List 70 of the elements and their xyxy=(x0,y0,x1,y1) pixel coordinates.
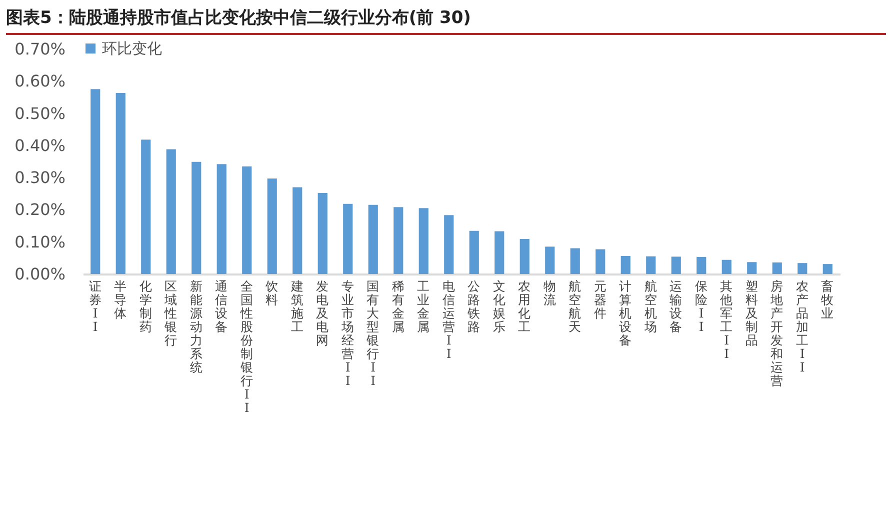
bar xyxy=(90,89,100,274)
bar xyxy=(444,215,454,274)
x-tick-label: 航空航天 xyxy=(568,278,582,334)
y-tick-label: 0.00% xyxy=(14,264,66,284)
bar xyxy=(772,262,782,274)
y-tick-label: 0.60% xyxy=(14,72,66,91)
bar xyxy=(343,204,353,274)
bar xyxy=(267,178,277,274)
x-tick-label: 农产品加工II xyxy=(796,278,809,374)
bar xyxy=(292,187,302,274)
bar xyxy=(520,238,530,274)
x-tick-label: 电信运营II xyxy=(442,278,456,361)
x-tick-label: 稀有金属 xyxy=(392,278,405,334)
bar xyxy=(116,93,126,274)
bar xyxy=(822,264,832,274)
x-tick-label: 物流 xyxy=(543,278,556,307)
x-tick-label: 专业市场经营II xyxy=(340,278,354,388)
bar xyxy=(216,164,226,274)
bar xyxy=(318,193,328,274)
y-tick-label: 0.40% xyxy=(14,136,66,155)
bar xyxy=(141,140,151,274)
x-tick-label: 其他军工II xyxy=(720,278,734,361)
bar xyxy=(798,263,808,274)
x-tick-label: 半导体 xyxy=(114,278,128,320)
bar xyxy=(394,207,404,274)
x-tick-label: 证券II xyxy=(88,278,102,334)
bar xyxy=(747,262,757,274)
x-tick-label: 运输设备 xyxy=(670,278,683,334)
x-tick-label: 国有大型银行II xyxy=(366,278,380,388)
x-tick-label: 农用化工 xyxy=(518,278,532,334)
x-tick-label: 通信设备 xyxy=(215,278,228,334)
bar xyxy=(646,256,656,274)
x-tick-label: 文化娱乐 xyxy=(492,278,506,334)
x-tick-label: 建筑施工 xyxy=(290,278,304,334)
y-tick-label: 0.70% xyxy=(14,40,66,58)
bar xyxy=(696,256,706,274)
bar xyxy=(368,204,378,274)
bar xyxy=(596,249,606,274)
bar xyxy=(469,230,479,274)
category-label: 全国性股份制银行II xyxy=(240,278,254,415)
bar xyxy=(494,231,504,274)
y-tick-label: 0.50% xyxy=(14,104,66,123)
y-tick-label: 0.30% xyxy=(14,168,66,188)
x-tick-label: 化学制药 xyxy=(139,278,152,334)
x-tick-label: 区域性银行 xyxy=(164,278,178,348)
bar xyxy=(722,260,732,274)
x-tick-label: 畜牧业 xyxy=(821,278,834,320)
chart-title: 图表5：陆股通持股市值占比变化按中信二级行业分布(前 30) xyxy=(6,6,886,35)
bar xyxy=(671,256,681,274)
x-tick-label: 保险II xyxy=(694,278,708,334)
x-tick-label: 航空机场 xyxy=(643,278,658,334)
bar xyxy=(570,248,580,274)
x-tick-label: 新能源动力系统 xyxy=(190,278,203,374)
bar xyxy=(418,208,428,274)
bar xyxy=(192,162,202,274)
legend-label: 环比变化 xyxy=(102,40,162,58)
bar xyxy=(166,149,176,274)
x-tick-label: 元器件 xyxy=(594,278,607,320)
x-tick-label: 饮料 xyxy=(264,278,279,307)
x-tick-label: 发电及电网 xyxy=(316,278,330,348)
bar xyxy=(545,246,555,274)
y-tick-label: 0.20% xyxy=(14,200,66,220)
x-tick-label: 计算机设备 xyxy=(619,278,632,348)
x-tick-label: 工业金属 xyxy=(417,278,430,334)
x-tick-label: 公路铁路 xyxy=(466,278,481,334)
y-tick-label: 0.10% xyxy=(14,232,66,252)
x-tick-label: 塑料及制品 xyxy=(745,278,758,348)
x-tick-label: 房地产开发和运营 xyxy=(770,278,784,388)
bar xyxy=(620,256,630,274)
bar xyxy=(242,166,252,274)
